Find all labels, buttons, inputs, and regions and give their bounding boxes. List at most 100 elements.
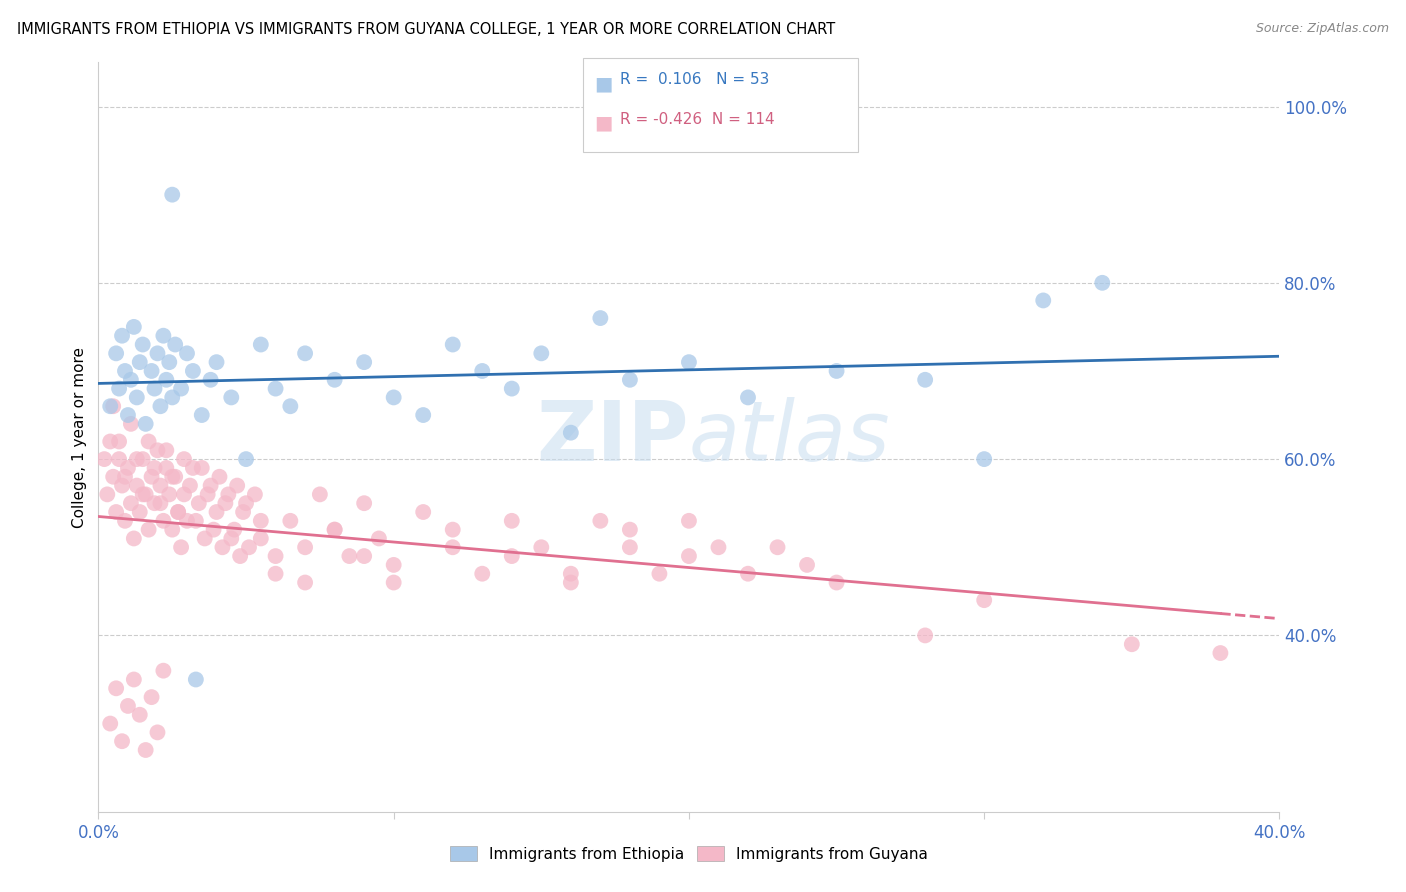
Point: [155, 461, 177, 475]
Point: [1209, 646, 1232, 660]
Point: [323, 373, 346, 387]
Point: [135, 487, 157, 501]
Point: [114, 514, 136, 528]
Point: [471, 566, 494, 581]
Point: [176, 346, 198, 360]
Point: [143, 382, 166, 396]
Point: [170, 541, 193, 555]
Point: [501, 514, 523, 528]
Point: [138, 523, 160, 537]
Point: [152, 664, 174, 678]
Point: [382, 558, 405, 572]
Point: [141, 364, 163, 378]
Point: [224, 523, 246, 537]
Point: [120, 373, 142, 387]
Point: [125, 391, 148, 405]
Point: [117, 408, 139, 422]
Point: [238, 541, 260, 555]
Point: [149, 478, 172, 492]
Point: [149, 496, 172, 510]
Point: [114, 364, 136, 378]
Point: [560, 575, 582, 590]
Point: [194, 532, 217, 546]
Point: [264, 549, 287, 563]
Point: [187, 496, 209, 510]
Point: [1091, 276, 1114, 290]
Point: [191, 461, 214, 475]
Point: [914, 628, 936, 642]
Point: [280, 514, 302, 528]
Point: [339, 549, 361, 563]
Point: [217, 487, 239, 501]
Point: [98, 716, 121, 731]
Point: [560, 566, 582, 581]
Point: [264, 382, 287, 396]
Point: [122, 532, 145, 546]
Point: [235, 496, 257, 510]
Point: [120, 496, 142, 510]
Point: [294, 346, 316, 360]
Point: [152, 328, 174, 343]
Point: [250, 532, 273, 546]
Point: [294, 575, 316, 590]
Point: [214, 496, 236, 510]
Point: [589, 514, 612, 528]
Point: [132, 487, 155, 501]
Point: [162, 391, 183, 405]
Point: [619, 523, 641, 537]
Point: [117, 461, 139, 475]
Point: [243, 487, 266, 501]
Point: [117, 698, 139, 713]
Point: [125, 478, 148, 492]
Point: [143, 496, 166, 510]
Point: [309, 487, 332, 501]
Point: [105, 681, 128, 696]
Point: [825, 364, 848, 378]
Point: [128, 505, 150, 519]
Point: [96, 487, 118, 501]
Point: [441, 541, 464, 555]
Point: [530, 346, 553, 360]
Point: [125, 452, 148, 467]
Point: [501, 549, 523, 563]
Y-axis label: College, 1 year or more: College, 1 year or more: [72, 347, 87, 527]
Point: [323, 523, 346, 537]
Point: [205, 355, 228, 369]
Text: Source: ZipAtlas.com: Source: ZipAtlas.com: [1256, 22, 1389, 36]
Point: [184, 673, 207, 687]
Point: [1121, 637, 1143, 651]
Point: [707, 541, 730, 555]
Point: [165, 469, 187, 483]
Point: [250, 514, 273, 528]
Point: [173, 487, 195, 501]
Point: [157, 487, 180, 501]
Point: [678, 549, 700, 563]
Point: [211, 541, 233, 555]
Point: [135, 743, 157, 757]
Point: [170, 382, 193, 396]
Point: [105, 505, 128, 519]
Point: [98, 434, 121, 449]
Point: [155, 373, 177, 387]
Point: [108, 434, 131, 449]
Point: [114, 469, 136, 483]
Point: [167, 505, 190, 519]
Point: [162, 187, 183, 202]
Point: [229, 549, 252, 563]
Point: [197, 487, 219, 501]
Point: [157, 355, 180, 369]
Point: [165, 337, 187, 351]
Point: [200, 478, 222, 492]
Point: [412, 408, 434, 422]
Point: [132, 452, 155, 467]
Text: IMMIGRANTS FROM ETHIOPIA VS IMMIGRANTS FROM GUYANA COLLEGE, 1 YEAR OR MORE CORRE: IMMIGRANTS FROM ETHIOPIA VS IMMIGRANTS F…: [17, 22, 835, 37]
Point: [200, 373, 222, 387]
Point: [132, 337, 155, 351]
Point: [191, 408, 214, 422]
Point: [648, 566, 671, 581]
Point: [143, 461, 166, 475]
Point: [678, 514, 700, 528]
Point: [122, 673, 145, 687]
Point: [825, 575, 848, 590]
Text: ZIP: ZIP: [537, 397, 689, 477]
